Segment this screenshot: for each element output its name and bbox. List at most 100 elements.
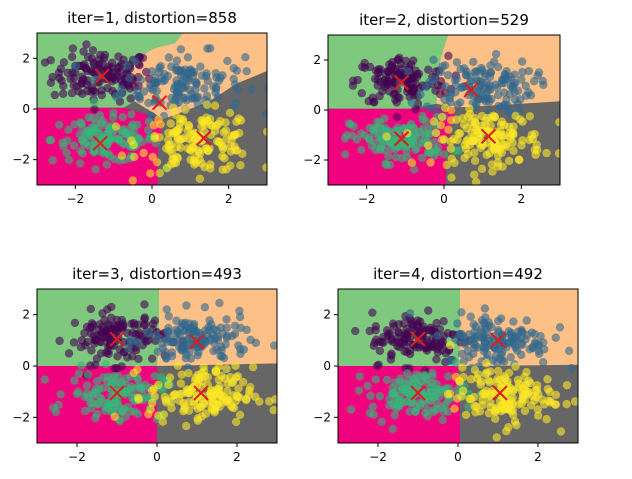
data-point bbox=[148, 319, 158, 329]
data-point bbox=[494, 101, 503, 111]
data-point bbox=[222, 323, 232, 332]
data-point bbox=[433, 81, 443, 90]
x-tick-label: 0 bbox=[148, 192, 156, 206]
data-point bbox=[411, 407, 420, 416]
data-point bbox=[127, 136, 136, 145]
data-point bbox=[186, 145, 195, 154]
data-point bbox=[98, 309, 107, 318]
data-point bbox=[446, 105, 456, 115]
data-point bbox=[91, 336, 100, 345]
data-point bbox=[211, 68, 220, 78]
data-point bbox=[177, 199, 185, 207]
data-point bbox=[236, 161, 245, 170]
data-point bbox=[551, 390, 561, 400]
data-point bbox=[144, 98, 153, 108]
data-point bbox=[504, 156, 514, 166]
data-point bbox=[437, 112, 447, 122]
data-point bbox=[408, 138, 418, 148]
data-point bbox=[517, 325, 526, 335]
data-point bbox=[90, 105, 99, 114]
data-point bbox=[50, 90, 60, 100]
data-point bbox=[226, 161, 235, 170]
data-point bbox=[480, 304, 490, 313]
data-point bbox=[509, 385, 518, 394]
data-point bbox=[469, 57, 478, 67]
subplot-title: iter=3, distortion=493 bbox=[72, 265, 242, 283]
data-point bbox=[195, 174, 205, 183]
data-point bbox=[354, 386, 364, 395]
data-point bbox=[192, 326, 201, 336]
data-point bbox=[232, 66, 242, 75]
data-point bbox=[482, 358, 491, 368]
data-point bbox=[368, 308, 377, 317]
data-point bbox=[446, 341, 455, 350]
data-point bbox=[147, 67, 157, 76]
data-point bbox=[529, 76, 539, 86]
data-point bbox=[147, 354, 157, 363]
data-point bbox=[486, 68, 496, 77]
data-point bbox=[391, 152, 401, 162]
data-point bbox=[203, 76, 212, 86]
data-point bbox=[230, 329, 240, 339]
data-point bbox=[54, 68, 64, 78]
data-point bbox=[75, 159, 85, 168]
data-point bbox=[501, 140, 510, 150]
data-point bbox=[450, 404, 459, 413]
data-point bbox=[458, 363, 467, 372]
data-point bbox=[69, 74, 79, 83]
data-point bbox=[400, 334, 409, 343]
data-point bbox=[562, 380, 572, 390]
data-point bbox=[197, 159, 206, 168]
data-point bbox=[144, 409, 153, 419]
data-point bbox=[384, 329, 393, 338]
data-point bbox=[153, 347, 163, 356]
data-point bbox=[178, 114, 188, 124]
data-point bbox=[58, 89, 68, 98]
data-point bbox=[450, 158, 459, 168]
data-point bbox=[371, 375, 380, 384]
data-point bbox=[412, 129, 422, 139]
data-point bbox=[463, 135, 473, 144]
cluster-1-points bbox=[55, 300, 188, 380]
data-point bbox=[516, 333, 526, 343]
data-point bbox=[522, 316, 531, 325]
data-point bbox=[459, 120, 469, 129]
data-point bbox=[430, 392, 439, 402]
data-point bbox=[218, 165, 227, 174]
data-point bbox=[238, 377, 248, 387]
data-point bbox=[152, 157, 162, 167]
data-point bbox=[546, 398, 555, 407]
data-point bbox=[134, 381, 144, 391]
data-point bbox=[133, 365, 142, 374]
data-point bbox=[223, 56, 232, 66]
data-point bbox=[424, 306, 433, 315]
data-point bbox=[357, 145, 366, 155]
data-point bbox=[554, 149, 560, 158]
data-point bbox=[112, 327, 121, 336]
data-point bbox=[520, 406, 530, 416]
data-point bbox=[202, 69, 211, 78]
data-point bbox=[346, 405, 356, 414]
data-point bbox=[104, 346, 113, 356]
data-point bbox=[147, 386, 157, 395]
data-point bbox=[508, 129, 518, 139]
data-point bbox=[104, 401, 113, 410]
data-point bbox=[212, 401, 221, 410]
data-point bbox=[424, 65, 433, 74]
data-point bbox=[86, 361, 95, 370]
data-point bbox=[375, 346, 385, 355]
data-point bbox=[88, 133, 97, 142]
data-point bbox=[493, 366, 503, 376]
data-point bbox=[217, 351, 227, 361]
data-point bbox=[247, 85, 256, 94]
data-point bbox=[371, 322, 380, 331]
data-point bbox=[514, 155, 524, 164]
data-point bbox=[407, 158, 417, 167]
data-point bbox=[209, 346, 218, 356]
data-point bbox=[386, 144, 396, 154]
data-point bbox=[369, 129, 379, 138]
data-point bbox=[220, 154, 229, 163]
data-point bbox=[67, 52, 77, 62]
x-tick-label: 0 bbox=[153, 450, 161, 464]
data-point bbox=[63, 68, 72, 77]
